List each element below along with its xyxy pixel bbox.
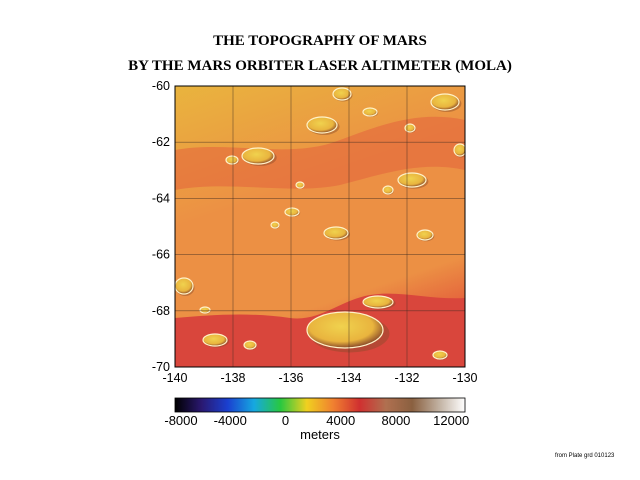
x-tick-label: -132 bbox=[394, 371, 419, 385]
crater bbox=[202, 333, 230, 348]
crater bbox=[332, 87, 353, 102]
crater bbox=[175, 277, 195, 296]
x-tick-label: -140 bbox=[162, 371, 187, 385]
x-tick-label: -130 bbox=[452, 371, 477, 385]
crater bbox=[306, 116, 340, 135]
y-tick-label: -64 bbox=[152, 191, 170, 205]
colorbar-tick-label: 8000 bbox=[381, 413, 410, 428]
y-tick-label: -68 bbox=[152, 304, 170, 318]
crater bbox=[284, 207, 301, 217]
x-tick-label: -134 bbox=[336, 371, 361, 385]
crater bbox=[382, 185, 394, 195]
crater bbox=[323, 226, 351, 241]
crater-group bbox=[175, 87, 465, 360]
y-tick-label: -60 bbox=[152, 79, 170, 93]
crater bbox=[362, 107, 379, 118]
crater bbox=[432, 350, 449, 360]
crater bbox=[295, 181, 305, 189]
low-terrain-streak bbox=[175, 116, 465, 190]
crater bbox=[306, 311, 390, 353]
colorbar-tick-labels: -8000 -4000 0 4000 8000 12000 bbox=[164, 413, 469, 428]
graticule bbox=[175, 86, 465, 367]
crater bbox=[199, 306, 211, 314]
y-tick-label: -66 bbox=[152, 248, 170, 262]
crater bbox=[453, 143, 465, 158]
crater bbox=[270, 221, 280, 229]
colorbar-tick-label: 4000 bbox=[326, 413, 355, 428]
x-axis-longitude-labels: -140 -138 -136 -134 -132 -130 bbox=[162, 371, 477, 385]
crater bbox=[430, 93, 462, 112]
colorbar-tick-label: -4000 bbox=[214, 413, 247, 428]
colorbar-unit-label: meters bbox=[300, 427, 340, 442]
colorbar-tick-label: -8000 bbox=[164, 413, 197, 428]
y-axis-latitude-labels: -60 -62 -64 -66 -68 -70 bbox=[152, 79, 170, 374]
map-title-line2: BY THE MARS ORBITER LASER ALTIMETER (MOL… bbox=[128, 58, 512, 74]
x-tick-label: -138 bbox=[220, 371, 245, 385]
colorbar bbox=[174, 397, 466, 413]
crater bbox=[404, 123, 416, 133]
crater bbox=[243, 340, 258, 350]
terrain-layer bbox=[175, 86, 465, 367]
crater bbox=[241, 147, 277, 167]
credit-text: from Plate grd 010123 bbox=[555, 453, 615, 459]
x-tick-label: -136 bbox=[278, 371, 303, 385]
map-title-line1: THE TOPOGRAPHY OF MARS bbox=[213, 33, 427, 49]
crater bbox=[397, 172, 429, 189]
map-frame bbox=[174, 85, 466, 368]
crater bbox=[416, 229, 435, 242]
y-tick-label: -70 bbox=[152, 360, 170, 374]
crater bbox=[362, 295, 396, 310]
colorbar-tick-label: 12000 bbox=[433, 413, 469, 428]
colorbar-tick-label: 0 bbox=[282, 413, 289, 428]
y-tick-label: -62 bbox=[152, 135, 170, 149]
